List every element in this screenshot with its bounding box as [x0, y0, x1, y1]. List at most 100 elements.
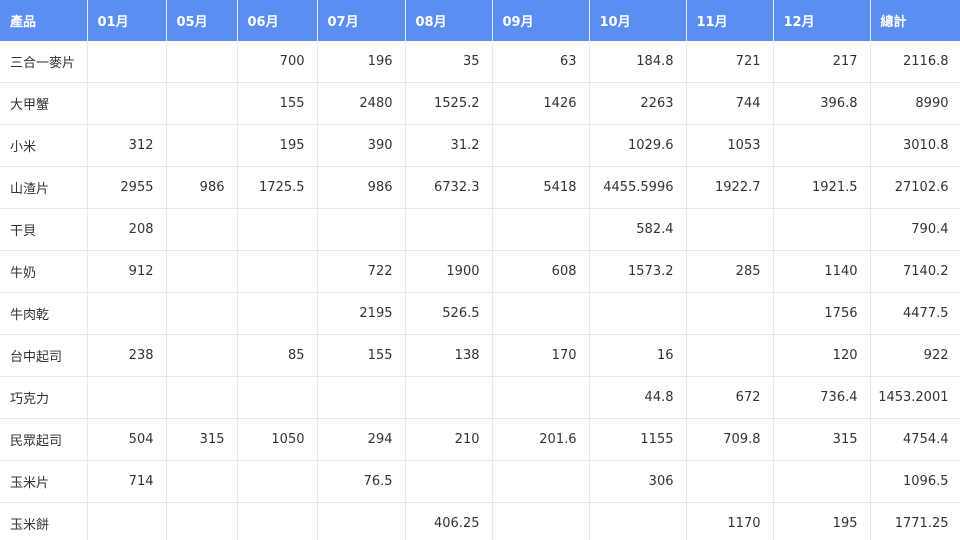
cell-08 — [405, 460, 493, 503]
cell-11: 1922.7 — [686, 166, 774, 209]
cell-05 — [166, 250, 238, 293]
cell-total: 8990 — [870, 82, 960, 125]
cell-10: 4455.5996 — [589, 166, 687, 209]
cell-05 — [166, 334, 238, 377]
column-header-08[interactable]: 08月 — [405, 0, 493, 41]
cell-10: 1029.6 — [589, 124, 687, 167]
cell-total: 3010.8 — [870, 124, 960, 167]
cell-11: 672 — [686, 376, 774, 419]
cell-10: 1573.2 — [589, 250, 687, 293]
cell-total: 1453.2001 — [870, 376, 960, 419]
product-name-cell: 干貝 — [0, 208, 88, 251]
column-header-01[interactable]: 01月 — [87, 0, 167, 41]
cell-07: 196 — [317, 41, 406, 83]
cell-10: 16 — [589, 334, 687, 377]
cell-08: 35 — [405, 41, 493, 83]
table-row[interactable]: 牛肉乾 2195 526.5 1756 4477.5 — [0, 292, 960, 335]
cell-08: 210 — [405, 418, 493, 461]
product-name-cell: 台中起司 — [0, 334, 88, 377]
column-header-10[interactable]: 10月 — [589, 0, 687, 41]
table-row[interactable]: 小米 312 195 390 31.2 1029.6 1053 3010.8 — [0, 124, 960, 167]
cell-10: 306 — [589, 460, 687, 503]
product-name-cell: 玉米餅 — [0, 502, 88, 540]
cell-12: 217 — [773, 41, 871, 83]
column-header-product[interactable]: 產品 — [0, 0, 88, 41]
table-row[interactable]: 台中起司 238 85 155 138 170 16 120 922 — [0, 334, 960, 377]
cell-total: 4477.5 — [870, 292, 960, 335]
cell-10: 2263 — [589, 82, 687, 125]
product-name-cell: 大甲蟹 — [0, 82, 88, 125]
cell-total: 7140.2 — [870, 250, 960, 293]
cell-01 — [87, 82, 167, 125]
cell-01: 504 — [87, 418, 167, 461]
cell-08 — [405, 208, 493, 251]
cell-10 — [589, 502, 687, 540]
cell-06: 195 — [237, 124, 318, 167]
table-row[interactable]: 巧克力 44.8 672 736.4 1453.2001 — [0, 376, 960, 419]
table-row[interactable]: 干貝 208 582.4 790.4 — [0, 208, 960, 251]
product-name-cell: 巧克力 — [0, 376, 88, 419]
cell-total: 2116.8 — [870, 41, 960, 83]
cell-total: 4754.4 — [870, 418, 960, 461]
cell-11: 744 — [686, 82, 774, 125]
cell-11 — [686, 208, 774, 251]
cell-total: 790.4 — [870, 208, 960, 251]
cell-12: 1921.5 — [773, 166, 871, 209]
table-header: 產品 01月 05月 06月 07月 08月 09月 10月 11月 12月 總… — [0, 0, 960, 41]
column-header-12[interactable]: 12月 — [773, 0, 871, 41]
cell-07: 2480 — [317, 82, 406, 125]
table-row[interactable]: 玉米片 714 76.5 306 1096.5 — [0, 460, 960, 503]
cell-12: 195 — [773, 502, 871, 540]
column-header-05[interactable]: 05月 — [166, 0, 238, 41]
cell-09 — [492, 460, 590, 503]
cell-05: 315 — [166, 418, 238, 461]
product-name-cell: 民眾起司 — [0, 418, 88, 461]
product-name-cell: 山渣片 — [0, 166, 88, 209]
cell-12: 120 — [773, 334, 871, 377]
cell-10: 582.4 — [589, 208, 687, 251]
cell-12: 1756 — [773, 292, 871, 335]
cell-05: 986 — [166, 166, 238, 209]
table-row[interactable]: 三合一麥片 700 196 35 63 184.8 721 217 2116.8 — [0, 41, 960, 83]
column-header-07[interactable]: 07月 — [317, 0, 406, 41]
table-row[interactable]: 民眾起司 504 315 1050 294 210 201.6 1155 709.8 315 475… — [0, 418, 960, 461]
cell-11: 709.8 — [686, 418, 774, 461]
cell-01: 208 — [87, 208, 167, 251]
cell-08: 526.5 — [405, 292, 493, 335]
cell-08: 406.25 — [405, 502, 493, 540]
table-row[interactable]: 牛奶 912 722 1900 608 1573.2 285 1140 7140.2 — [0, 250, 960, 293]
table-row[interactable]: 大甲蟹 155 2480 1525.2 1426 2263 744 396.8 8990 — [0, 82, 960, 125]
cell-05 — [166, 502, 238, 540]
column-header-09[interactable]: 09月 — [492, 0, 590, 41]
cell-12: 736.4 — [773, 376, 871, 419]
cell-09: 608 — [492, 250, 590, 293]
cell-07: 2195 — [317, 292, 406, 335]
column-header-06[interactable]: 06月 — [237, 0, 318, 41]
cell-11 — [686, 292, 774, 335]
cell-05 — [166, 292, 238, 335]
cell-total: 1771.25 — [870, 502, 960, 540]
cell-06 — [237, 208, 318, 251]
cell-06: 1050 — [237, 418, 318, 461]
cell-05 — [166, 41, 238, 83]
column-header-total[interactable]: 總計 — [870, 0, 960, 41]
cell-10 — [589, 292, 687, 335]
table-row[interactable]: 山渣片 2955 986 1725.5 986 6732.3 5418 4455.5996 19… — [0, 166, 960, 209]
cell-10: 1155 — [589, 418, 687, 461]
cell-09 — [492, 124, 590, 167]
cell-07 — [317, 208, 406, 251]
cell-12: 315 — [773, 418, 871, 461]
table-row[interactable]: 玉米餅 406.25 1170 195 1771.25 — [0, 502, 960, 540]
cell-12 — [773, 124, 871, 167]
cell-12 — [773, 208, 871, 251]
cell-total: 922 — [870, 334, 960, 377]
cell-01: 312 — [87, 124, 167, 167]
cell-11: 285 — [686, 250, 774, 293]
cell-09: 5418 — [492, 166, 590, 209]
cell-09 — [492, 376, 590, 419]
cell-09: 170 — [492, 334, 590, 377]
column-header-11[interactable]: 11月 — [686, 0, 774, 41]
cell-07: 390 — [317, 124, 406, 167]
cell-01 — [87, 376, 167, 419]
